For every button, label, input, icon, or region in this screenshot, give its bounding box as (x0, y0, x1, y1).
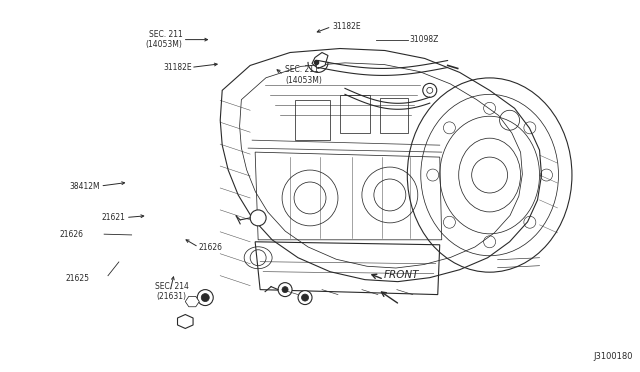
Text: 31098Z: 31098Z (410, 35, 439, 44)
Circle shape (301, 294, 308, 301)
Text: 21626: 21626 (60, 230, 84, 239)
Text: 38412M: 38412M (69, 182, 100, 190)
Text: SEC. 211
(14053M): SEC. 211 (14053M) (285, 65, 322, 84)
Circle shape (250, 210, 266, 226)
Text: FRONT: FRONT (384, 270, 419, 280)
Circle shape (201, 294, 209, 302)
Text: 21625: 21625 (65, 274, 90, 283)
Text: 21626: 21626 (198, 243, 223, 251)
Polygon shape (177, 314, 193, 328)
Circle shape (282, 286, 288, 293)
Circle shape (197, 290, 213, 305)
Text: SEC. 211
(14053M): SEC. 211 (14053M) (146, 30, 182, 49)
Text: 21621: 21621 (101, 213, 125, 222)
Circle shape (278, 283, 292, 296)
Text: SEC. 214
(21631): SEC. 214 (21631) (155, 282, 189, 301)
Circle shape (298, 291, 312, 305)
Circle shape (423, 83, 436, 97)
Text: 31182E: 31182E (164, 63, 192, 72)
Text: J3100180: J3100180 (593, 352, 633, 361)
Polygon shape (312, 52, 328, 68)
Polygon shape (186, 296, 199, 307)
Text: 31182E: 31182E (333, 22, 362, 31)
